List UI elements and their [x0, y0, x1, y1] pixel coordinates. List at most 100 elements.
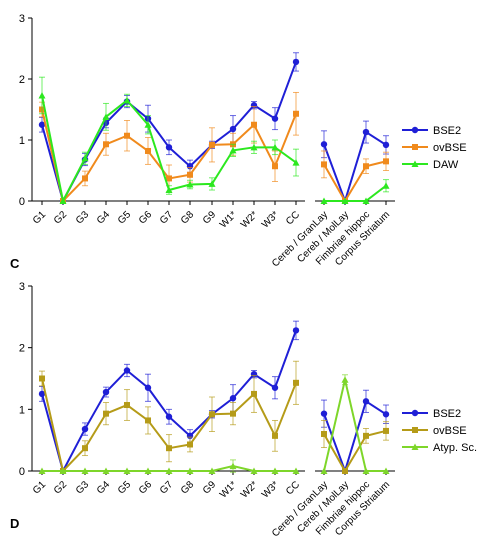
y-tick-label: 2: [19, 74, 25, 86]
legend-entry: BSE2: [402, 125, 461, 137]
series-line: [323, 160, 387, 203]
x-tick-label: G9: [201, 479, 219, 497]
data-point: [145, 147, 151, 154]
data-point: [82, 445, 88, 452]
x-tick-label: G6: [137, 209, 155, 227]
data-point: [272, 163, 278, 170]
x-tick-label: W2*: [239, 209, 260, 230]
x-tick-label: W3*: [260, 209, 281, 230]
data-point: [383, 427, 389, 434]
data-point: [363, 163, 369, 170]
data-point: [124, 132, 130, 139]
data-point: [292, 467, 300, 474]
legend-marker: [412, 427, 418, 433]
data-point: [271, 467, 279, 474]
x-tick-label: G6: [137, 479, 155, 497]
x-tick-label: W1*: [218, 209, 239, 230]
legend-label: BSE2: [433, 408, 461, 420]
x-tick-label: G5: [116, 209, 134, 227]
data-point: [320, 410, 328, 417]
data-point: [342, 468, 348, 474]
y-tick-label: 3: [19, 13, 25, 25]
legend-marker: [411, 160, 419, 167]
data-point: [293, 110, 299, 117]
data-point: [271, 384, 279, 391]
x-tick-label: G1: [31, 479, 49, 497]
data-point: [362, 128, 370, 136]
x-tick-label: G2: [52, 479, 70, 497]
x-tick-label: W1*: [218, 479, 239, 500]
x-tick-label: G4: [95, 209, 113, 227]
data-point: [187, 441, 193, 448]
data-point: [38, 121, 46, 128]
data-point: [144, 467, 152, 474]
legend-label: ovBSE: [433, 142, 467, 154]
series-line: [323, 379, 386, 472]
y-tick-label: 1: [19, 404, 25, 416]
x-tick-label: G3: [74, 479, 92, 497]
data-point: [362, 197, 370, 204]
data-point: [38, 467, 46, 474]
data-point: [321, 431, 327, 437]
panel-label: D: [10, 516, 19, 531]
data-point: [123, 467, 131, 474]
data-point: [59, 467, 67, 474]
y-tick-label: 0: [19, 196, 25, 208]
legend-marker: [411, 443, 419, 450]
x-tick-label: G8: [179, 209, 197, 227]
data-point: [144, 121, 152, 128]
x-tick-label: G3: [74, 209, 92, 227]
data-point: [320, 197, 328, 204]
legend-label: ovBSE: [433, 425, 467, 437]
data-point: [382, 141, 390, 149]
x-tick-label: CC: [284, 479, 302, 497]
data-point: [38, 390, 46, 398]
data-point: [229, 146, 237, 154]
legend-entry: ovBSE: [402, 425, 467, 437]
data-point: [341, 376, 349, 383]
y-tick-label: 0: [19, 466, 25, 478]
series-daw: [38, 76, 390, 205]
data-point: [229, 395, 237, 402]
legend-label: BSE2: [433, 125, 461, 137]
panel-label: C: [10, 256, 20, 271]
legend-label: DAW: [433, 159, 459, 171]
data-point: [102, 113, 110, 120]
data-point: [209, 411, 215, 418]
data-point: [362, 398, 370, 405]
data-point: [166, 445, 172, 452]
data-point: [166, 175, 172, 182]
data-point: [341, 197, 349, 204]
data-point: [186, 181, 194, 188]
data-point: [292, 159, 300, 166]
legend-entry: ovBSE: [402, 142, 467, 154]
x-tick-label: G8: [179, 479, 197, 497]
legend-label: Atyp. Sc.: [433, 442, 477, 454]
data-point: [82, 175, 88, 182]
data-point: [123, 96, 131, 104]
data-point: [382, 411, 390, 418]
data-point: [292, 58, 300, 66]
data-point: [102, 388, 110, 396]
data-point: [39, 375, 45, 382]
x-tick-label: W2*: [239, 479, 260, 500]
x-tick-label: CC: [284, 209, 302, 227]
y-tick-label: 3: [19, 281, 25, 293]
data-point: [292, 327, 300, 334]
data-point: [320, 467, 328, 474]
series-atyp-sc-: [38, 374, 390, 474]
data-point: [250, 143, 258, 151]
y-tick-label: 2: [19, 343, 25, 355]
series-line: [324, 184, 387, 202]
series-line: [323, 429, 387, 473]
data-point: [271, 143, 279, 151]
data-point: [144, 384, 152, 391]
y-tick-label: 1: [19, 135, 25, 147]
data-point: [251, 121, 257, 128]
data-point: [209, 141, 215, 148]
data-point: [208, 180, 216, 187]
data-point: [208, 467, 216, 474]
